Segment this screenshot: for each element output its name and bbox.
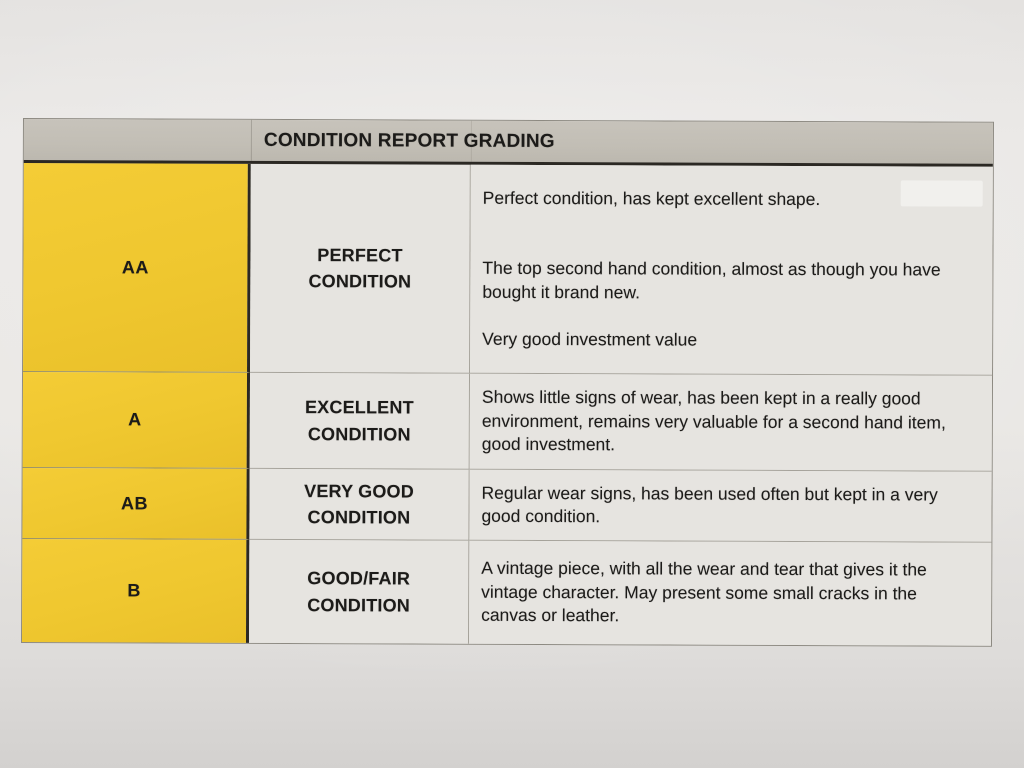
condition-grading-table: CONDITION REPORT GRADING AA PERFECT COND…	[20, 118, 994, 647]
description-cell-ab: Regular wear signs, has been used often …	[469, 469, 992, 543]
description-cell-a: Shows little signs of wear, has been kep…	[469, 373, 993, 472]
header-spacer-grade-column	[23, 119, 252, 161]
description-cell-aa: Perfect condition, has kept excellent sh…	[470, 164, 993, 376]
description-text-aa: Perfect condition, has kept excellent sh…	[482, 187, 941, 350]
header-spacer-label-column	[250, 119, 472, 162]
table-header: CONDITION REPORT GRADING	[23, 119, 993, 167]
description-text-b: A vintage piece, with all the wear and t…	[481, 558, 927, 626]
grade-cell-aa: AA	[23, 163, 251, 373]
description-cell-b: A vintage piece, with all the wear and t…	[468, 540, 992, 646]
description-text-ab: Regular wear signs, has been used often …	[481, 482, 938, 527]
label-cell-very-good-condition: VERY GOOD CONDITION	[249, 468, 470, 541]
label-cell-good-fair-condition: GOOD/FAIR CONDITION	[248, 539, 470, 644]
label-cell-perfect-condition: PERFECT CONDITION	[250, 163, 471, 374]
grade-cell-b: B	[21, 539, 250, 643]
grade-cell-ab: AB	[22, 468, 250, 540]
label-cell-excellent-condition: EXCELLENT CONDITION	[249, 372, 471, 470]
description-text-a: Shows little signs of wear, has been kep…	[481, 387, 946, 455]
grade-cell-a: A	[22, 372, 251, 469]
